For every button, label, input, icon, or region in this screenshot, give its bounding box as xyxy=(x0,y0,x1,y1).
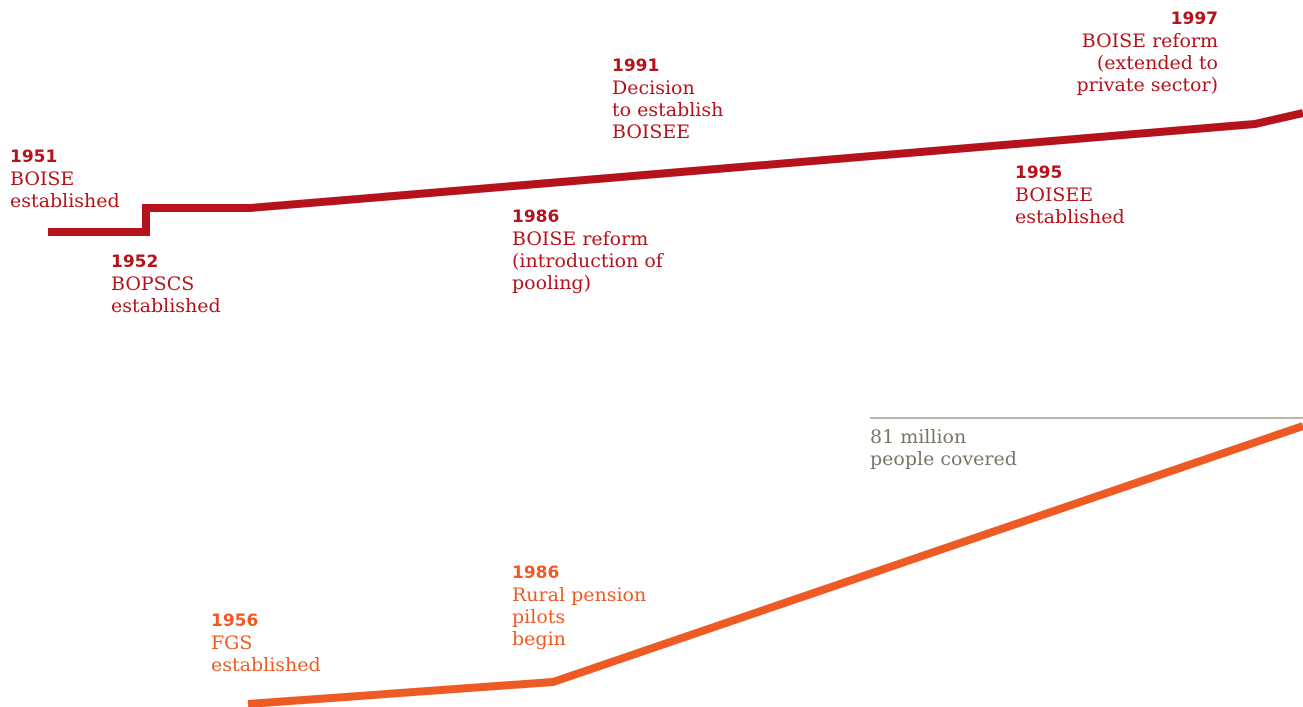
event-year: 1995 xyxy=(1015,163,1063,183)
event-year: 1997 xyxy=(1170,9,1218,29)
event-1986-boise-reform: 1986 BOISE reform (introduction of pooli… xyxy=(512,206,663,294)
event-year: 1951 xyxy=(10,147,58,167)
event-label-line: Decision xyxy=(612,77,695,99)
event-label-line: BOISE reform xyxy=(1081,30,1218,52)
event-label-line: established xyxy=(1015,206,1125,228)
event-1997-boise-reform: 1997 BOISE reform (extended to private s… xyxy=(1076,8,1218,96)
event-label-line: established xyxy=(111,295,221,317)
event-label-line: BOISE xyxy=(10,168,75,190)
event-label-line: to establish xyxy=(612,99,724,121)
event-1952-bopscs-established: 1952 BOPSCS established xyxy=(111,251,221,317)
coverage-note: 81 million people covered xyxy=(870,426,1017,470)
event-year: 1952 xyxy=(111,252,159,272)
event-label-line: BOISEE xyxy=(1015,184,1094,206)
event-label-line: BOPSCS xyxy=(111,273,195,295)
event-label-line: BOISEE xyxy=(612,121,691,143)
orange-timeline-line xyxy=(247,422,1303,707)
event-label-line: BOISE reform xyxy=(512,228,649,250)
event-year: 1956 xyxy=(211,611,259,631)
event-label-line: pilots xyxy=(512,606,566,628)
event-label-line: established xyxy=(10,190,120,212)
event-year: 1986 xyxy=(512,563,560,583)
event-label-line: FGS xyxy=(211,632,253,654)
event-year: 1991 xyxy=(612,56,660,76)
event-1956-fgs-established: 1956 FGS established xyxy=(211,610,321,676)
event-1951-boise-established: 1951 BOISE established xyxy=(10,146,120,212)
event-year: 1986 xyxy=(512,207,560,227)
red-timeline-line xyxy=(48,109,1303,236)
event-label-line: Rural pension xyxy=(512,584,647,606)
event-label-line: (introduction of xyxy=(512,250,663,272)
event-1991-decision-boisee: 1991 Decision to establish BOISEE xyxy=(612,55,723,143)
event-1995-boisee-established: 1995 BOISEE established xyxy=(1015,162,1125,228)
event-label-line: pooling) xyxy=(512,272,592,294)
event-label-line: established xyxy=(211,654,321,676)
event-label-line: private sector) xyxy=(1076,74,1218,96)
coverage-note-line: 81 million xyxy=(870,426,967,448)
coverage-note-line: people covered xyxy=(870,448,1017,470)
event-label-line: begin xyxy=(512,628,566,650)
event-label-line: (extended to xyxy=(1096,52,1218,74)
event-1986-rural-pension-pilots: 1986 Rural pension pilots begin xyxy=(512,562,646,650)
